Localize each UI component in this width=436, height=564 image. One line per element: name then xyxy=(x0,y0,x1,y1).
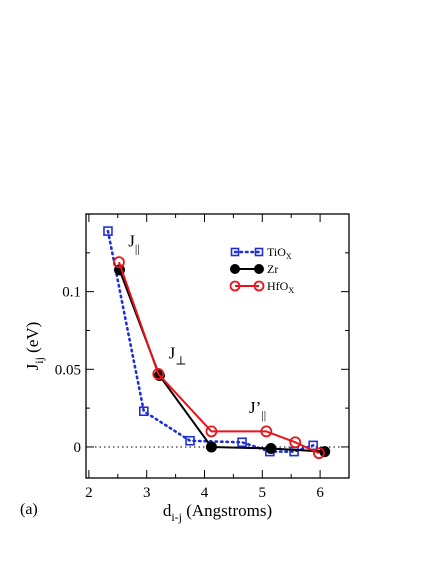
data-point-zr xyxy=(205,441,217,453)
legend-marker xyxy=(254,264,264,274)
series-hfo xyxy=(113,256,325,460)
annotation-label: J|| xyxy=(128,232,139,256)
data-point-tio xyxy=(237,437,247,448)
legend-marker xyxy=(230,264,240,274)
y-tick-label: 0.1 xyxy=(62,285,81,301)
legend-entry-hfo: HfOX xyxy=(229,279,294,295)
data-point-tio xyxy=(185,435,195,446)
series-line-zr xyxy=(118,269,325,453)
legend-label: HfOX xyxy=(267,279,294,295)
y-tick-label: 0.05 xyxy=(55,362,81,378)
data-point-tio xyxy=(139,406,149,417)
x-tick-label: 3 xyxy=(143,485,151,501)
data-point-hfo xyxy=(260,425,273,438)
y-tick-label: 0 xyxy=(74,440,82,456)
legend-label: TiOX xyxy=(267,245,292,261)
x-tick-label: 4 xyxy=(201,485,209,501)
x-tick-label: 5 xyxy=(259,485,267,501)
axis-ticks: 2 3 4 5 6 0 0.05 0.1 xyxy=(55,214,349,501)
legend-marker xyxy=(230,247,240,257)
series-line-tio xyxy=(106,229,315,453)
series-layer xyxy=(103,226,331,460)
legend-marker xyxy=(253,280,265,292)
data-point-tio xyxy=(308,440,318,451)
x-axis-label: di-j (Angstroms) xyxy=(163,501,272,524)
x-tick-label: 2 xyxy=(85,485,93,501)
data-point-hfo xyxy=(113,256,125,269)
annotations: J|| J⊥ J’|| xyxy=(128,232,266,422)
plot-frame xyxy=(85,213,350,479)
legend-marker xyxy=(254,247,264,257)
series-zr xyxy=(114,264,331,458)
x-tick-label: 6 xyxy=(316,485,324,501)
data-point-tio xyxy=(103,226,113,236)
data-point-hfo xyxy=(205,425,218,438)
y-axis-label: Jij (eV) xyxy=(23,322,46,371)
legend-entry-zr: Zr xyxy=(230,262,278,276)
data-point-hfo xyxy=(313,447,325,460)
legend-marker xyxy=(229,280,241,292)
data-point-zr xyxy=(265,442,277,454)
legend-entry-tio: TiOX xyxy=(230,245,292,261)
series-tio xyxy=(103,226,318,457)
data-point-hfo xyxy=(289,436,302,449)
legend-label: Zr xyxy=(267,262,278,276)
annotation-label: J’|| xyxy=(249,398,266,422)
data-point-hfo xyxy=(152,368,165,380)
panel-label: (a) xyxy=(20,501,38,518)
annotation-label: J⊥ xyxy=(169,343,187,367)
